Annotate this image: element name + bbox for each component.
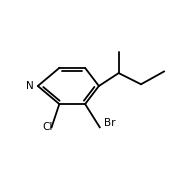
Text: Br: Br [104,118,116,128]
Text: Cl: Cl [42,122,52,132]
Text: N: N [26,81,33,91]
